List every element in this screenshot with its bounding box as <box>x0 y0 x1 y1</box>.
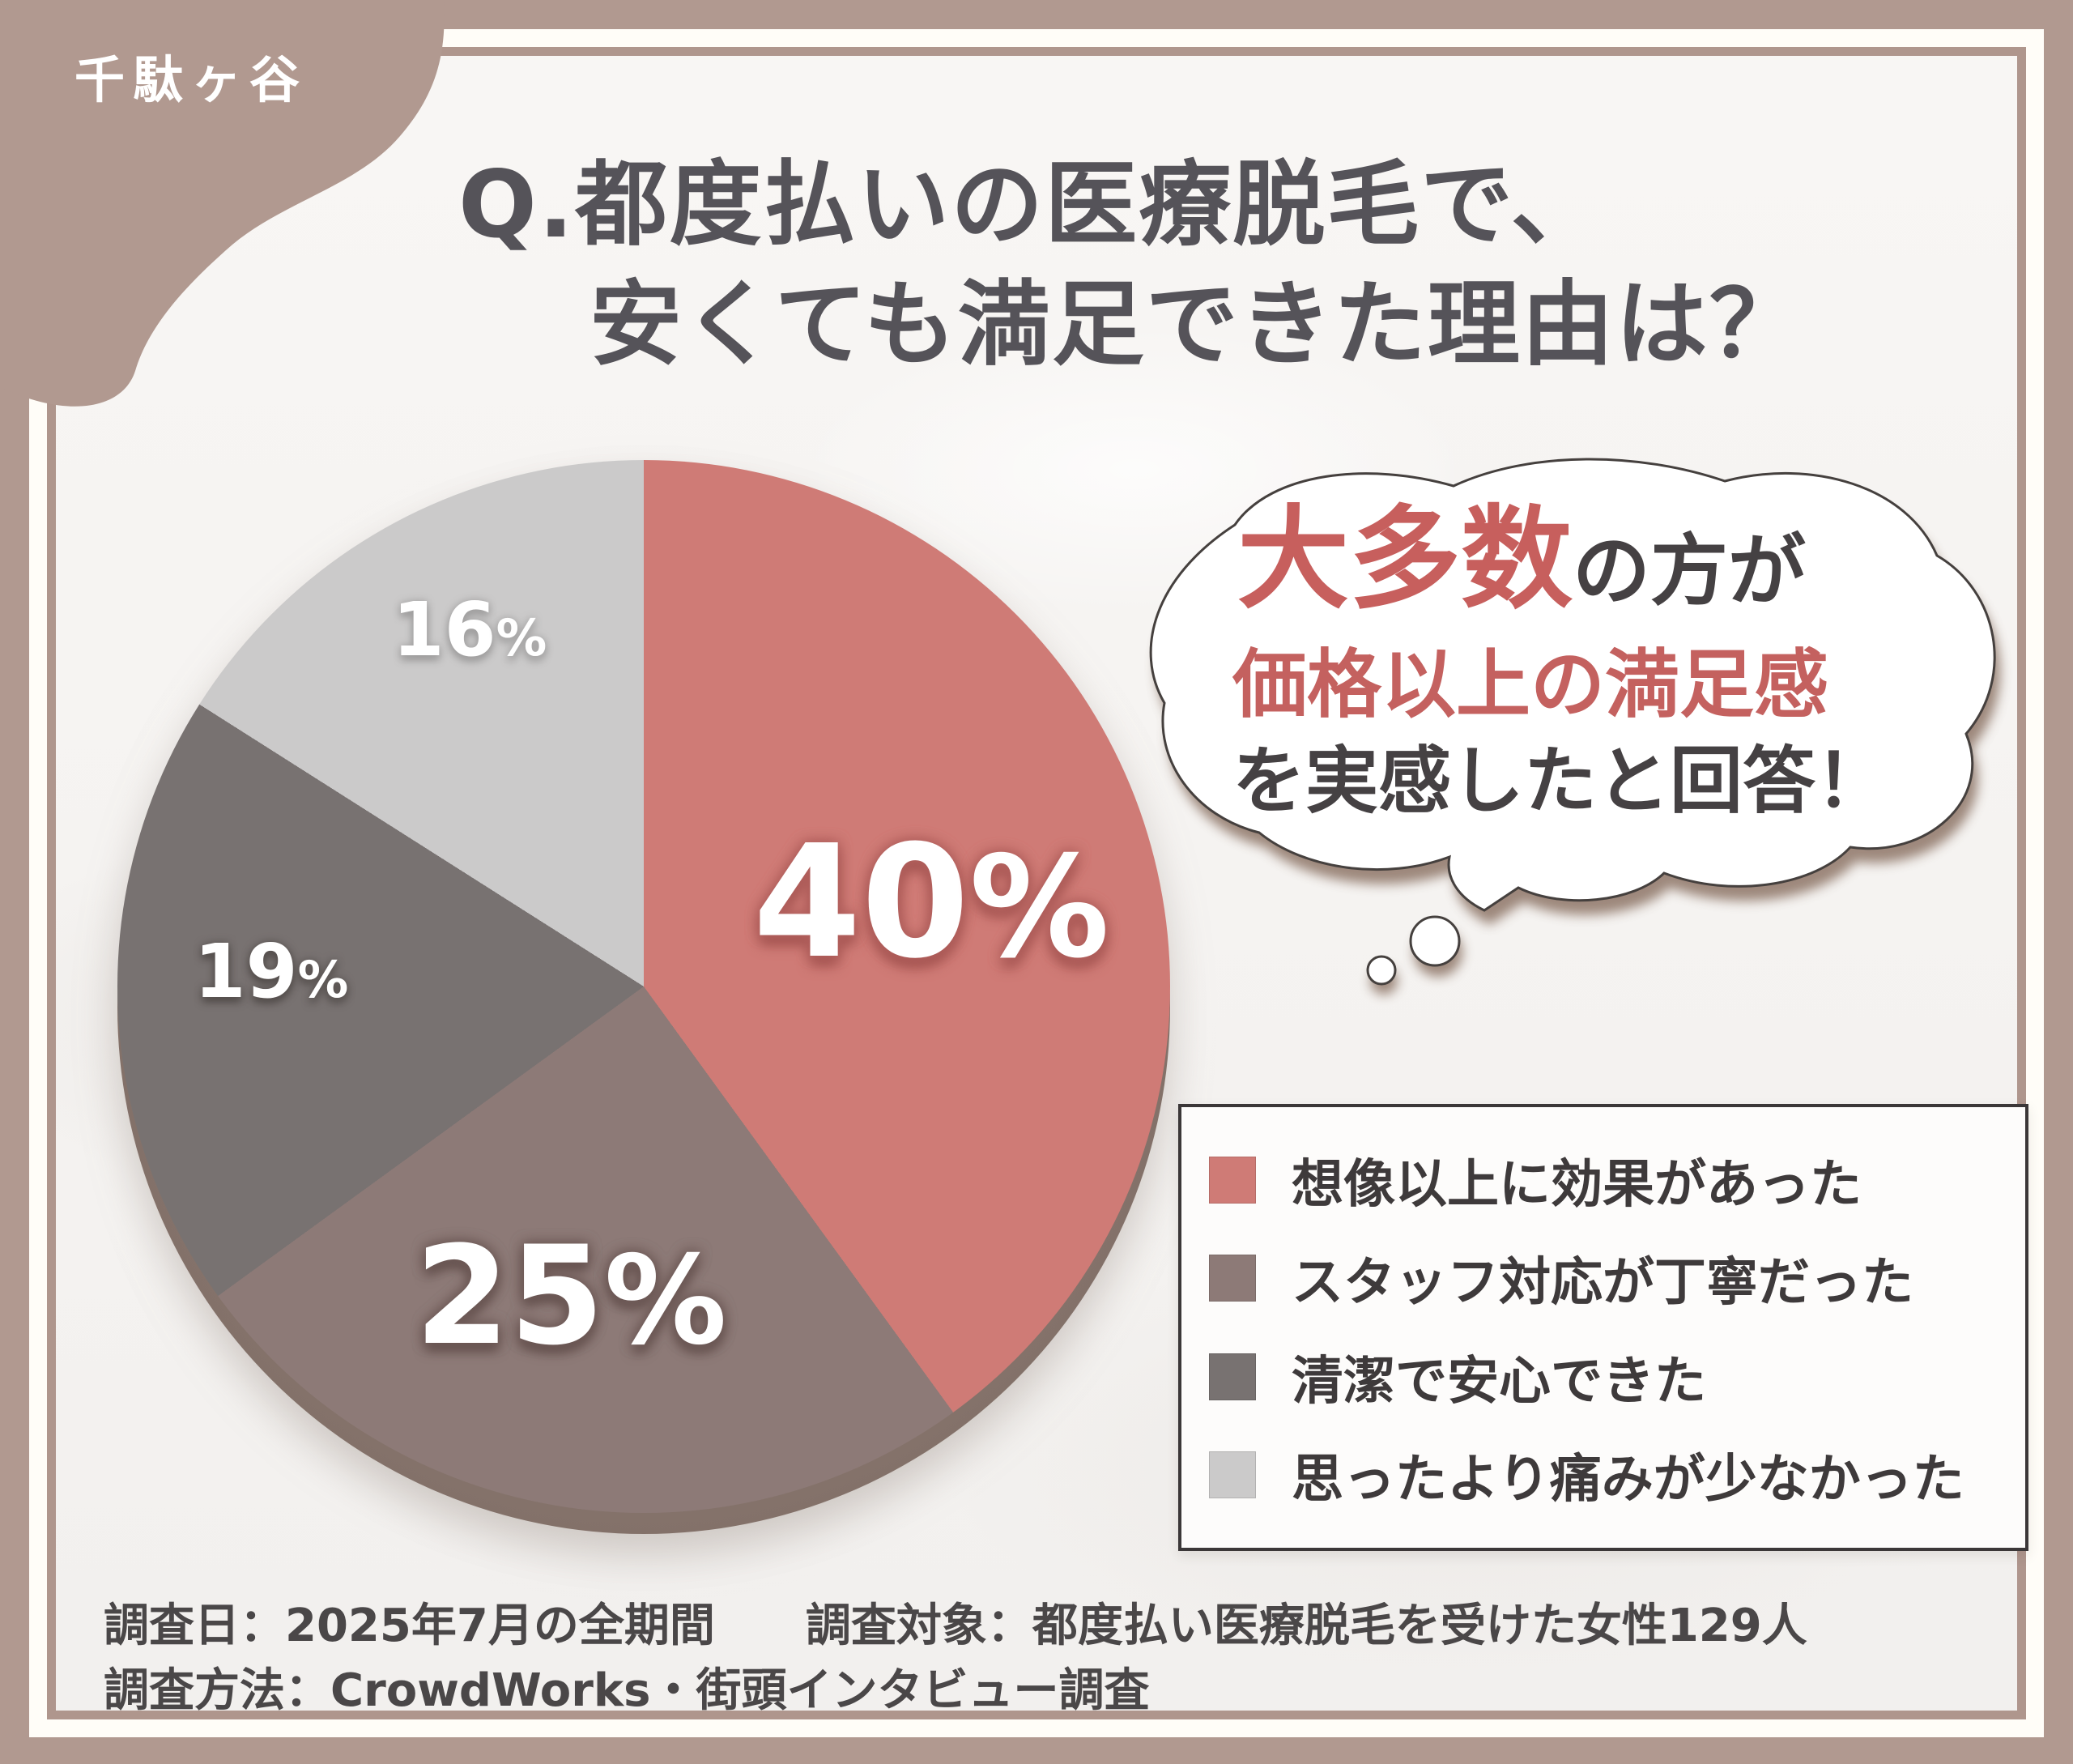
brand-label: 千駄ヶ谷 <box>74 39 308 112</box>
legend-row: 想像以上に効果があった <box>1181 1143 2025 1217</box>
legend-label: 思ったより痛みが少なかった <box>1292 1450 1964 1510</box>
legend-row: スタッフ対応が丁寧だった <box>1181 1241 2025 1315</box>
legend-swatch-effect <box>1209 1156 1256 1204</box>
page-title-line-1: Q.都度払いの医療脱毛で、 <box>458 151 1605 258</box>
bubble-text-line-1: 大多数の方が <box>1237 504 1806 616</box>
legend-swatch-staff <box>1209 1255 1256 1302</box>
bubble-text-rest1: の方が <box>1573 526 1807 616</box>
brand-blob-shape <box>0 0 445 407</box>
bubble-highlight-majority: 大多数 <box>1237 494 1573 624</box>
bubble-cloud <box>1149 458 1996 912</box>
pie-value-16: 16 <box>392 586 496 673</box>
pie-value-40: 40 <box>752 812 970 993</box>
legend-row: 思ったより痛みが少なかった <box>1181 1438 2025 1512</box>
pie-chart <box>117 460 1170 1534</box>
legend-swatch-clean <box>1209 1353 1256 1400</box>
legend-label: 清潔で安心できた <box>1292 1351 1706 1412</box>
legend-row: 清潔で安心できた <box>1181 1340 2025 1414</box>
pie-unit-40: % <box>969 826 1110 989</box>
pie-unit-25: % <box>604 1229 727 1372</box>
pie-unit-16: % <box>496 608 547 667</box>
thought-bubble <box>1149 458 2001 995</box>
pie-slice-label-clean: 19% <box>194 935 349 1009</box>
pie-disc <box>117 460 1170 1513</box>
page-title-line-2: 安くても満足できた理由は？ <box>590 271 1803 378</box>
bubble-tail-circle-large <box>1409 915 1461 967</box>
bubble-text-line-2: 価格以上の満足感 <box>1232 641 1829 728</box>
pie-value-19: 19 <box>194 928 298 1015</box>
bubble-tail-circle-small <box>1366 955 1397 986</box>
pie-value-25: 25 <box>415 1216 605 1375</box>
legend-label: 想像以上に効果があった <box>1292 1154 1862 1215</box>
bubble-text-line-3: を実感したと回答！ <box>1232 739 1888 824</box>
legend-box: 想像以上に効果があった スタッフ対応が丁寧だった 清潔で安心できた 思ったより痛… <box>1178 1104 2028 1551</box>
pie-slice-label-pain: 16% <box>393 593 547 667</box>
brand-text: 千駄ヶ谷 <box>74 50 309 109</box>
pie-slice-label-staff: 25% <box>415 1228 726 1364</box>
pie-slice-label-effect: 40% <box>753 825 1109 981</box>
legend-label: スタッフ対応が丁寧だった <box>1292 1253 1913 1314</box>
survey-note-line-2: 調査方法：CrowdWorks・街頭インタビュー調査 <box>104 1664 1150 1717</box>
survey-note-line-1: 調査日：2025年7月の全期間 調査対象：都度払い医療脱毛を受けた女性129人 <box>104 1600 1807 1652</box>
legend-swatch-pain <box>1209 1451 1256 1499</box>
brand-blob <box>0 0 445 407</box>
pie-unit-19: % <box>297 950 349 1009</box>
